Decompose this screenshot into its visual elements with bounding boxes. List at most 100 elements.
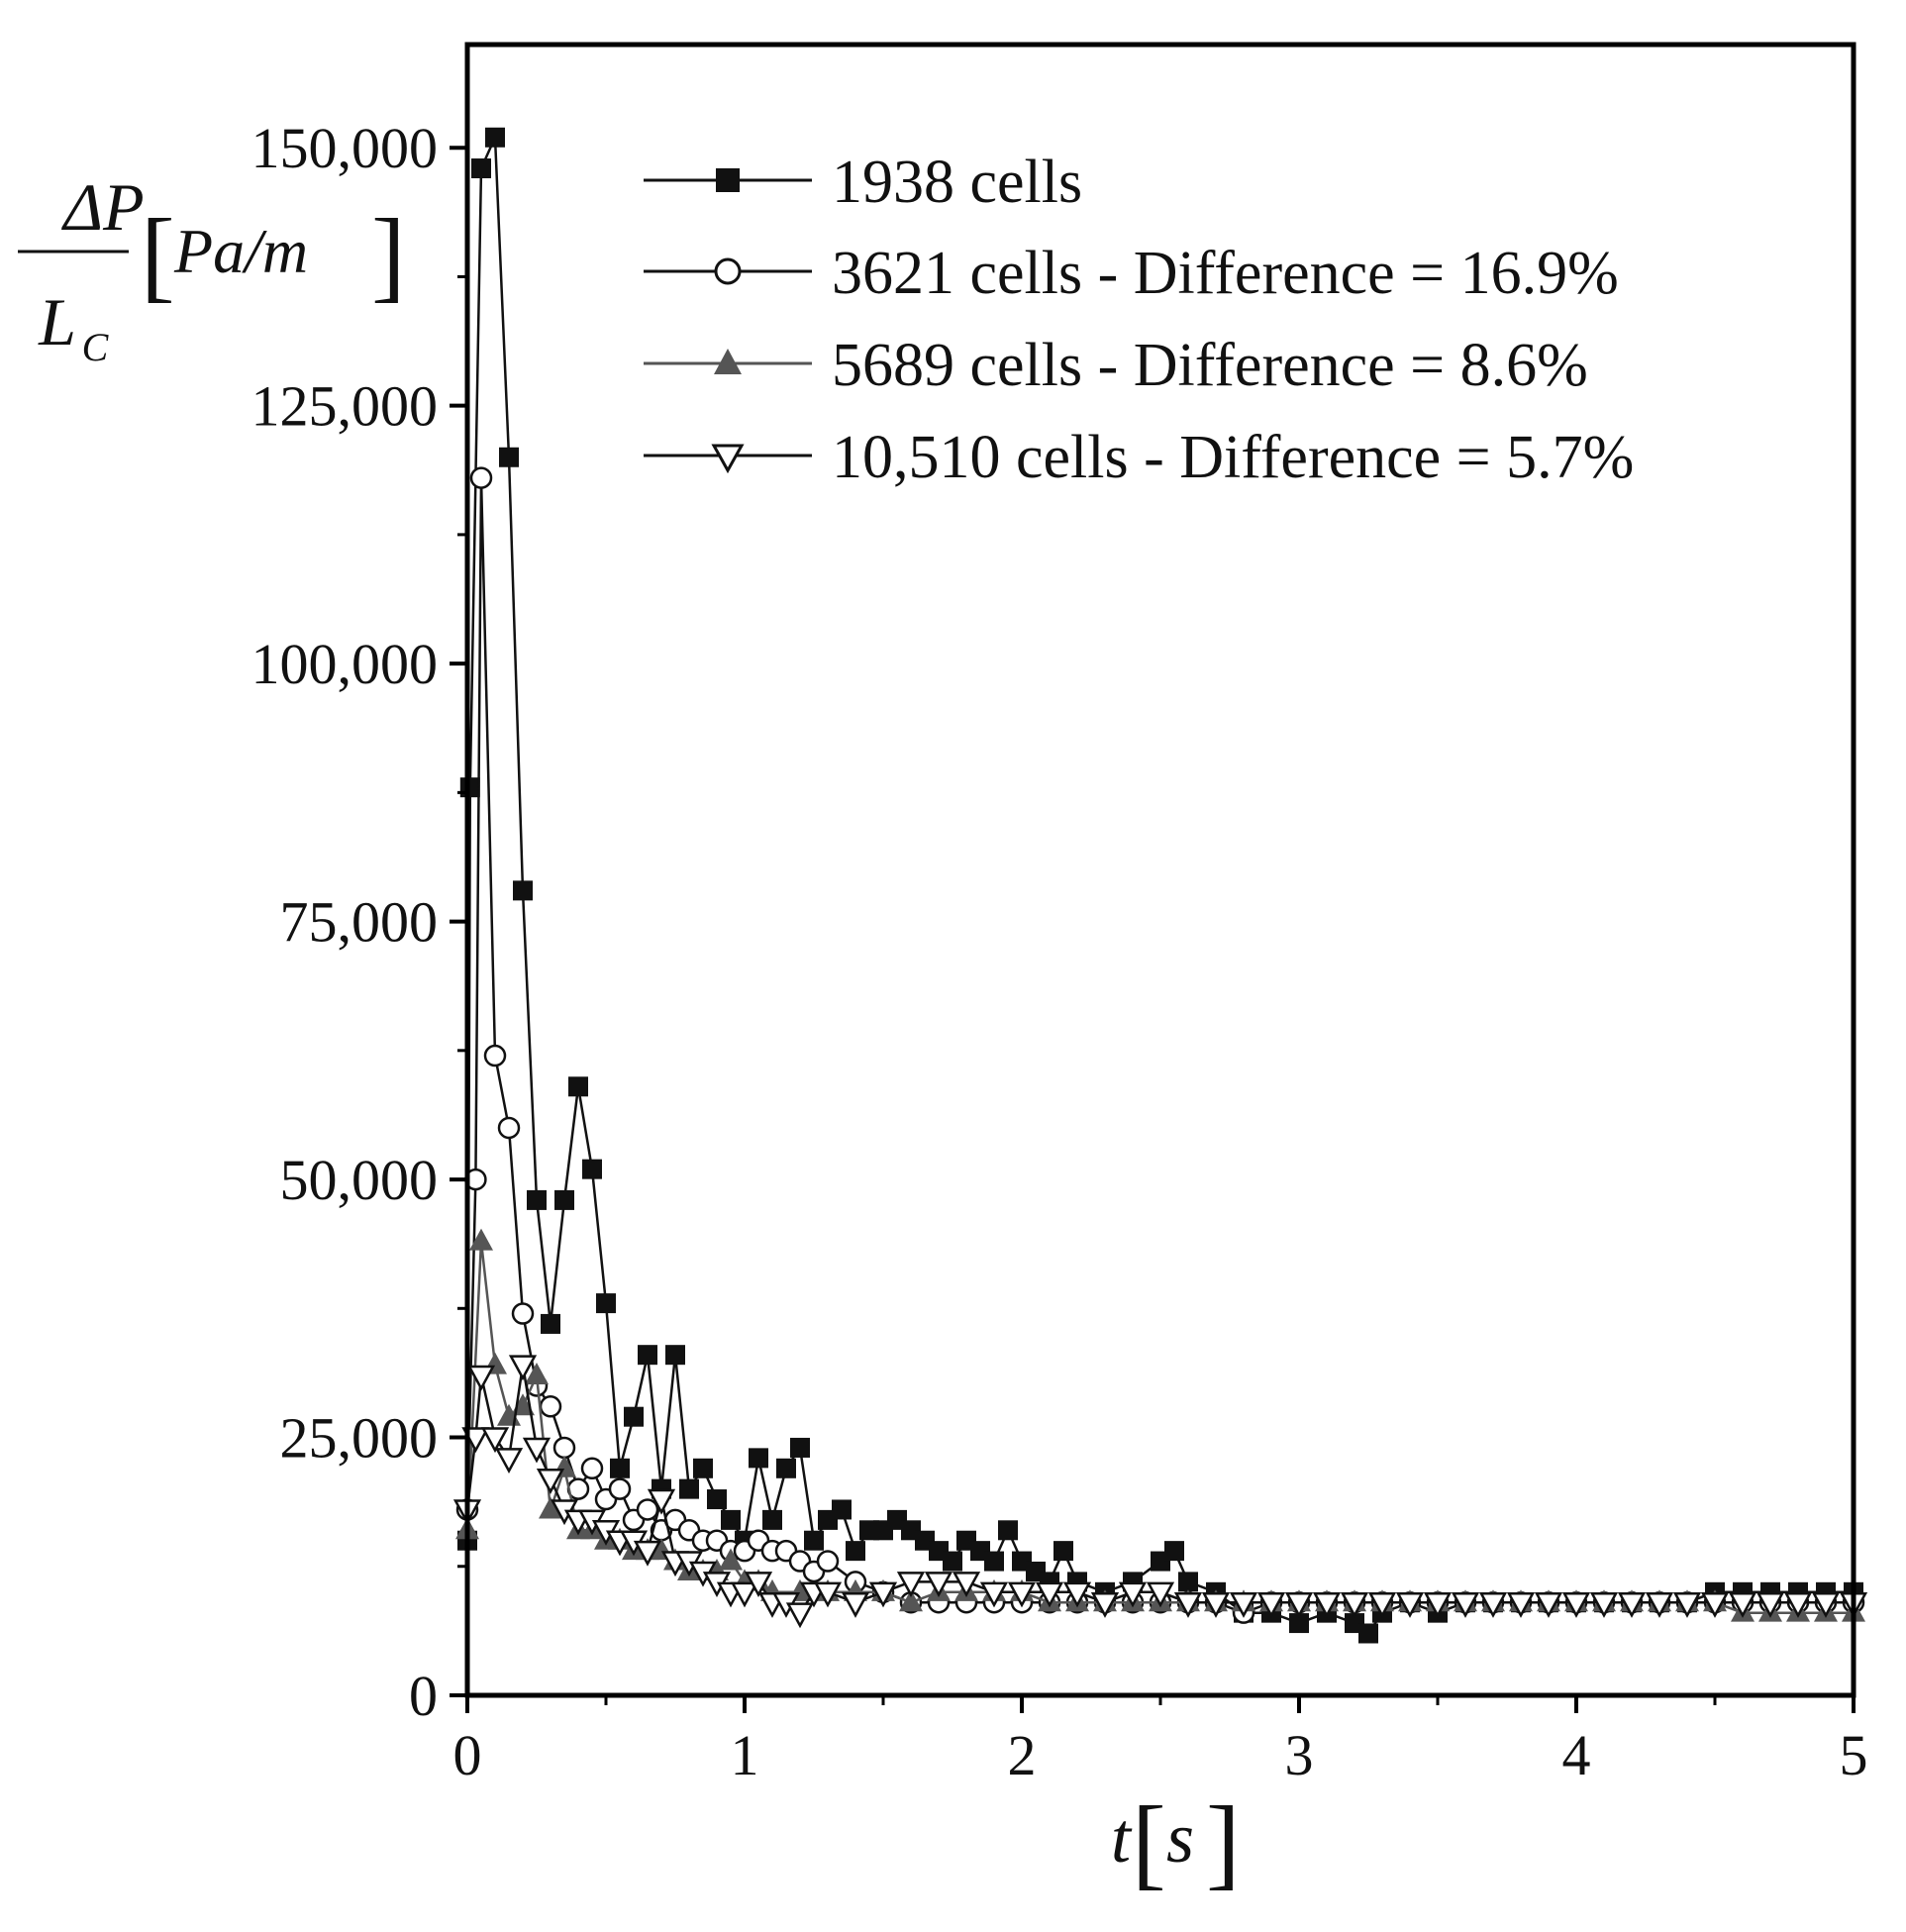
- data-point: [1173, 1591, 1203, 1618]
- x-tick-label: 1: [731, 1723, 759, 1787]
- data-point: [541, 1313, 560, 1334]
- y-axis-title-bracket-open: [: [141, 198, 175, 312]
- data-point: [1118, 1581, 1148, 1608]
- data-point: [459, 777, 480, 798]
- x-axis-title-bracket-open: [: [1132, 1785, 1166, 1899]
- y-axis-title-numerator: ΔP: [60, 169, 144, 245]
- legend-entry-3621: 3621 cells - Difference = 16.9%: [644, 240, 1619, 307]
- series-1: [455, 466, 1865, 1624]
- legend: 1938 cells 3621 cells - Difference = 16.…: [644, 149, 1634, 491]
- data-point: [1561, 1591, 1591, 1618]
- data-point: [998, 1520, 1018, 1541]
- y-tick-label: 125,000: [251, 374, 439, 439]
- legend-label-5689: 5689 cells - Difference = 8.6%: [832, 332, 1588, 399]
- legend-entry-10510: 10,510 cells - Difference = 5.7%: [644, 424, 1634, 491]
- data-point: [1728, 1591, 1757, 1618]
- data-point: [813, 1581, 843, 1608]
- data-point: [539, 1496, 562, 1519]
- legend-marker-circle: [714, 257, 742, 285]
- data-point: [679, 1478, 699, 1499]
- data-point: [1367, 1591, 1397, 1618]
- legend-label-10510: 10,510 cells - Difference = 5.7%: [832, 424, 1634, 491]
- data-point: [499, 447, 519, 467]
- data-point: [469, 1228, 493, 1251]
- data-point: [744, 1572, 773, 1598]
- data-point: [1478, 1591, 1508, 1618]
- data-point: [1289, 1613, 1309, 1634]
- data-point: [719, 1548, 743, 1571]
- data-point: [1178, 1572, 1198, 1592]
- data-point: [1451, 1591, 1480, 1618]
- data-point: [776, 1458, 796, 1478]
- data-point: [494, 1448, 524, 1474]
- data-point: [525, 1363, 549, 1385]
- data-point: [485, 127, 505, 148]
- data-point: [1035, 1581, 1064, 1608]
- data-point: [1423, 1591, 1453, 1618]
- data-point: [582, 1159, 602, 1179]
- data-point: [1201, 1591, 1231, 1618]
- data-point: [469, 466, 493, 489]
- data-point: [841, 1591, 870, 1618]
- data-point: [1783, 1591, 1813, 1618]
- data-point: [466, 1365, 496, 1391]
- data-point: [596, 1293, 616, 1314]
- x-tick-label: 5: [1840, 1723, 1868, 1787]
- data-point: [1358, 1623, 1378, 1644]
- data-point: [730, 1581, 759, 1608]
- y-tick-label: 0: [409, 1664, 438, 1728]
- data-point: [1506, 1591, 1536, 1618]
- y-axis-title-bracket-close: ]: [371, 198, 406, 312]
- data-point: [1645, 1591, 1674, 1618]
- legend-entry-1938: 1938 cells: [644, 149, 1082, 216]
- data-point: [1340, 1591, 1369, 1618]
- data-point: [984, 1551, 1004, 1572]
- data-point: [1284, 1591, 1314, 1618]
- data-point: [480, 1427, 510, 1454]
- x-tick-label: 2: [1008, 1723, 1037, 1787]
- data-point: [536, 1468, 565, 1494]
- y-axis-title-denominator: L: [38, 284, 76, 359]
- data-point: [1053, 1541, 1073, 1562]
- y-axis-title-denominator-sub: C: [82, 325, 110, 369]
- axes-layer: 0 1 2 3 4 5 0 25,000 50,000 75,000 100,000 125,000 1…: [251, 116, 1868, 1787]
- y-tick-label: 100,000: [251, 632, 439, 696]
- data-point: [1534, 1591, 1563, 1618]
- data-point: [483, 1044, 507, 1068]
- data-point: [693, 1458, 713, 1478]
- data-point: [508, 1355, 538, 1381]
- data-point: [721, 1509, 741, 1530]
- data-point: [1756, 1591, 1785, 1618]
- x-axis-title-symbol: t: [1111, 1798, 1133, 1878]
- legend-marker-triangle-up: [714, 349, 742, 374]
- legend-marker-triangle-down: [711, 444, 745, 474]
- data-point: [647, 1488, 676, 1515]
- data-point: [522, 1437, 552, 1464]
- legend-label-1938: 1938 cells: [832, 149, 1082, 216]
- data-point: [952, 1572, 981, 1598]
- y-tick-label: 25,000: [280, 1406, 439, 1471]
- data-point: [1312, 1591, 1342, 1618]
- y-tick-label: 50,000: [280, 1148, 439, 1212]
- data-point: [1007, 1581, 1037, 1608]
- data-point: [868, 1581, 898, 1608]
- x-tick-label: 3: [1285, 1723, 1314, 1787]
- x-axis-title-bracket-close: ]: [1206, 1785, 1241, 1899]
- data-point: [1589, 1591, 1619, 1618]
- data-point: [816, 1550, 840, 1573]
- x-tick-label: 4: [1562, 1723, 1591, 1787]
- data-point: [539, 1395, 562, 1418]
- data-point: [1256, 1591, 1286, 1618]
- legend-label-3621: 3621 cells - Difference = 16.9%: [832, 240, 1619, 307]
- data-point: [1700, 1591, 1730, 1618]
- data-point: [785, 1602, 815, 1629]
- series-layer: [452, 127, 1868, 1644]
- data-point: [471, 158, 491, 179]
- series-line: [465, 477, 1854, 1615]
- data-point: [899, 1589, 923, 1612]
- x-axis-title: t [ s ]: [1111, 1785, 1241, 1899]
- data-point: [832, 1499, 852, 1520]
- data-point: [749, 1448, 768, 1469]
